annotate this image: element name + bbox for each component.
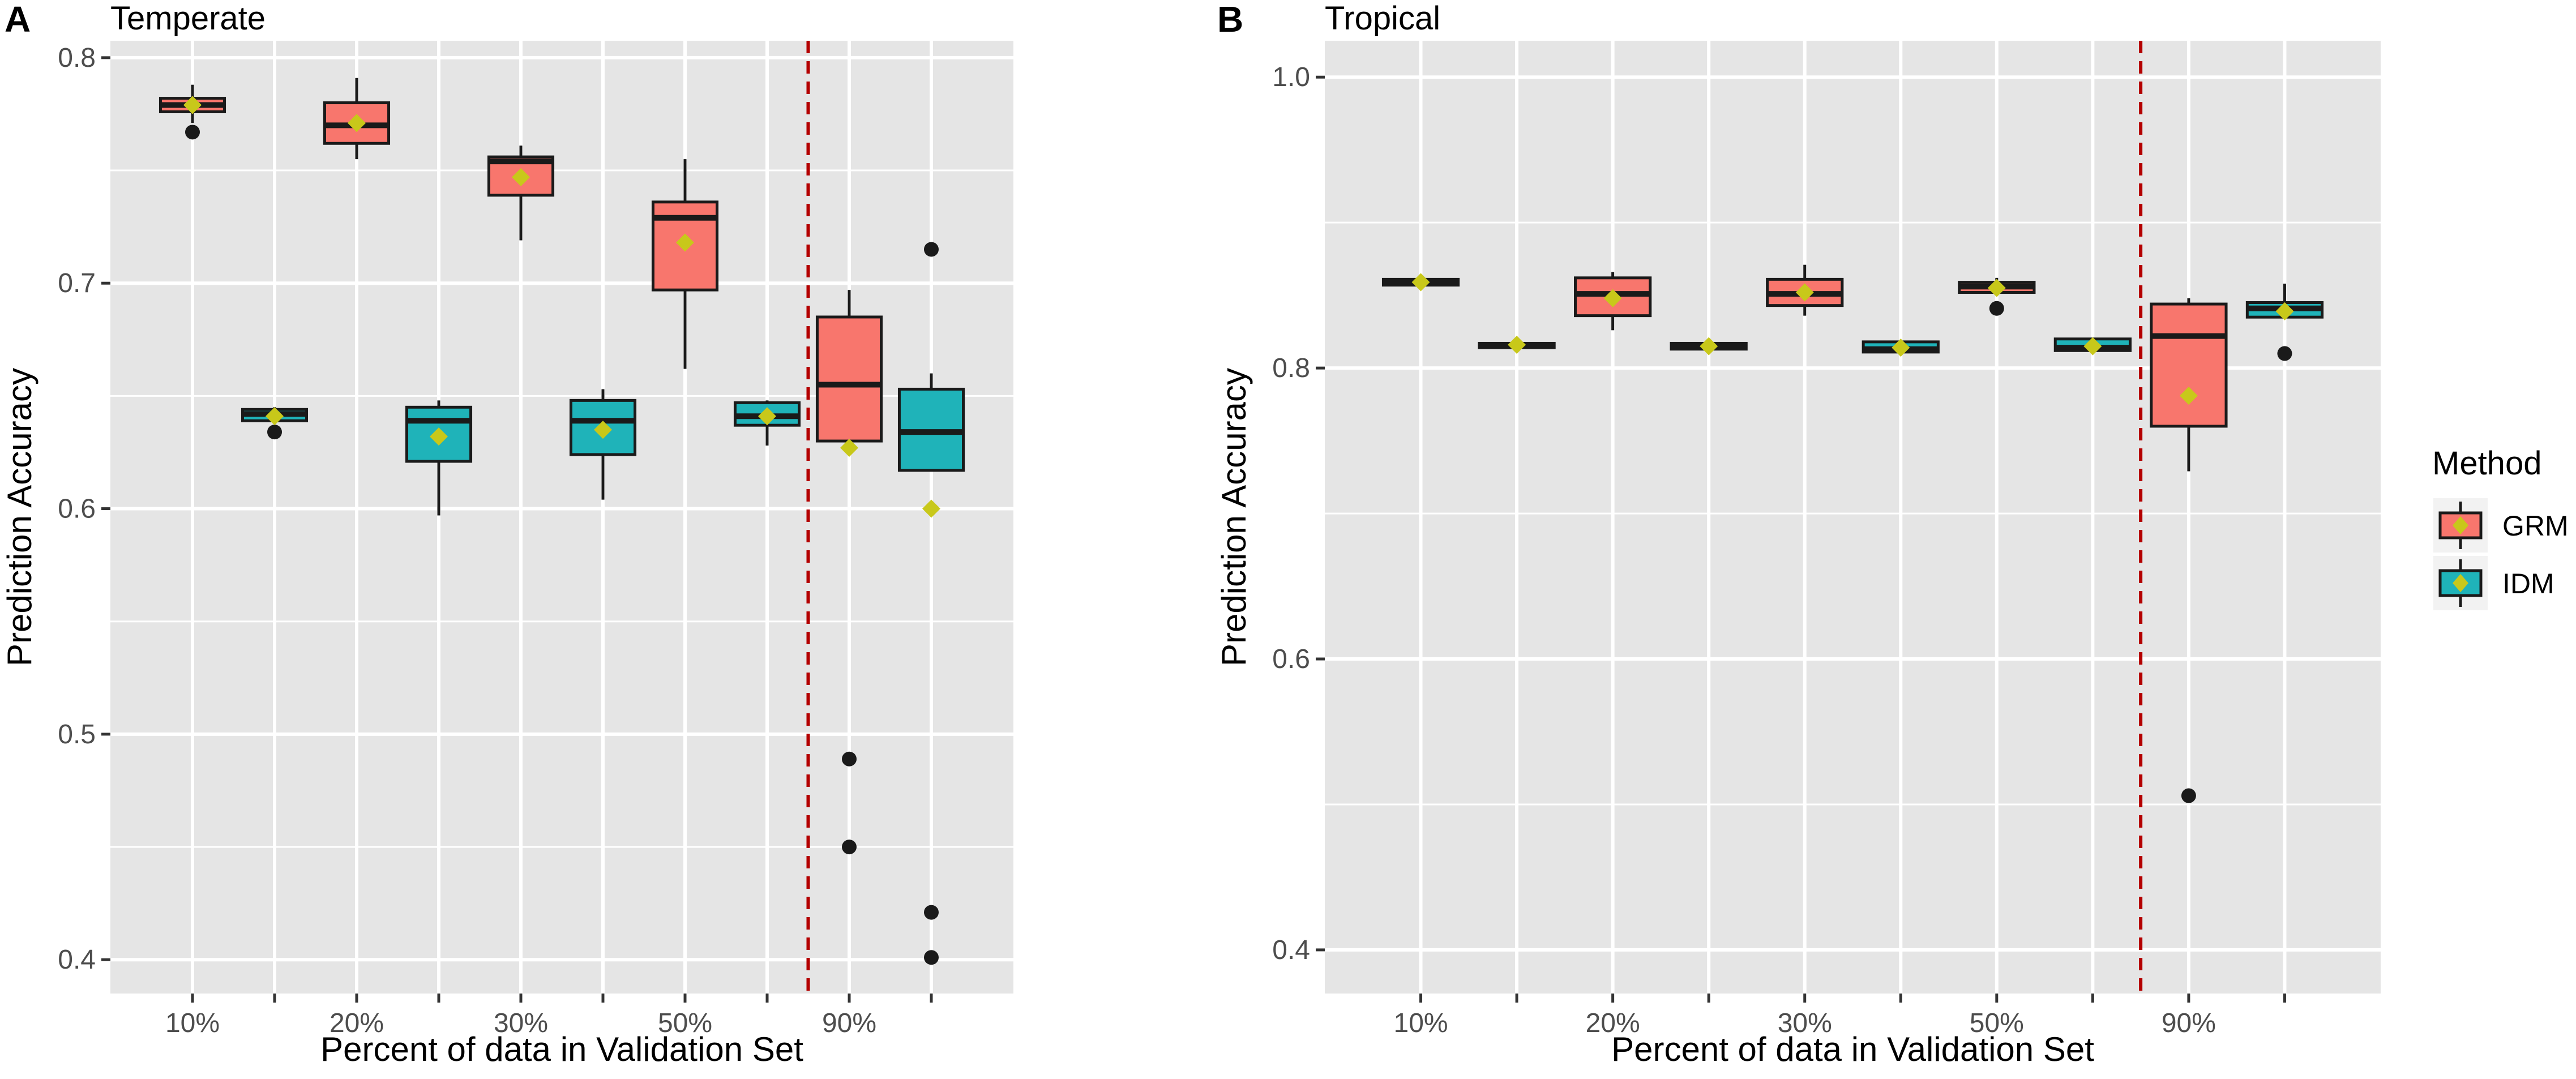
x-tick-label: 10% xyxy=(165,1008,220,1038)
box-grm-slot-3 xyxy=(323,78,391,160)
legend-title: Method xyxy=(2432,445,2541,482)
box-idm-slot-8 xyxy=(2053,337,2132,356)
mean-marker xyxy=(512,168,530,186)
panel-a-marks xyxy=(159,41,965,994)
legend-item-grm: GRM xyxy=(2433,498,2569,553)
legend-key-mean-marker xyxy=(2453,516,2468,534)
mean-marker xyxy=(2275,302,2294,320)
box-grm-slot-1 xyxy=(1381,273,1460,292)
box-grm-slot-7 xyxy=(651,159,719,369)
y-tick-label: 0.8 xyxy=(58,43,96,73)
legend-key-mean-marker xyxy=(2453,574,2468,592)
box-idm-slot-8 xyxy=(733,400,801,446)
box-idm-slot-4 xyxy=(1670,337,1748,356)
panel-a-letter: A xyxy=(5,0,31,40)
x-tick-label: 30% xyxy=(494,1008,548,1038)
outlier-point xyxy=(2277,346,2292,361)
panel-b-title: Tropical xyxy=(1325,0,1440,37)
legend-item-idm: IDM xyxy=(2433,556,2554,610)
box-iqr xyxy=(815,315,883,443)
mean-marker xyxy=(1892,339,1910,357)
y-tick-label: 1.0 xyxy=(1272,62,1310,92)
y-tick-label: 0.7 xyxy=(58,268,96,298)
panel-a-y-axis-label: Prediction Accuracy xyxy=(1,368,38,666)
panel-a-gridlines xyxy=(110,41,1013,994)
box-grm-slot-5 xyxy=(1766,264,1844,316)
mean-marker xyxy=(840,439,858,457)
outlier-point xyxy=(924,950,939,965)
panel-b-x-axis-label: Percent of data in Validation Set xyxy=(1611,1030,2094,1068)
box-grm-slot-7 xyxy=(1958,277,2036,316)
panel-b-plot-area xyxy=(1325,41,2381,994)
x-tick-label: 90% xyxy=(822,1008,876,1038)
box-idm-slot-4 xyxy=(405,400,473,516)
mean-marker xyxy=(183,96,202,114)
panel-b-letter: B xyxy=(1217,0,1243,40)
y-tick-label: 0.6 xyxy=(58,494,96,524)
panel-a: 0.4 0.5 0.6 0.7 0.8 10% 20% 30% 50% 90% A Tempera… xyxy=(1,0,1013,1068)
panel-a-title: Temperate xyxy=(110,0,266,37)
mean-marker xyxy=(2179,386,2198,405)
panel-b-marks xyxy=(1381,41,2324,994)
mean-marker xyxy=(1987,279,2006,297)
box-grm-slot-9 xyxy=(815,290,883,855)
panel-b-y-axis-label: Prediction Accuracy xyxy=(1215,368,1253,666)
panel-b: 0.4 0.6 0.8 1.0 10% 20% 30% 50% 90% B Tropical P… xyxy=(1215,0,2381,1068)
x-tick-label: 10% xyxy=(1394,1008,1448,1038)
legend-label: IDM xyxy=(2502,568,2554,600)
y-tick-label: 0.5 xyxy=(58,720,96,750)
outlier-point xyxy=(842,751,857,767)
mean-marker xyxy=(266,407,284,426)
x-tick-label: 90% xyxy=(2162,1008,2216,1038)
x-tick-label: 30% xyxy=(1778,1008,1832,1038)
box-idm-slot-10 xyxy=(2245,284,2324,361)
outlier-point xyxy=(185,125,200,140)
y-tick-label: 0.4 xyxy=(58,945,96,975)
mean-marker xyxy=(2083,337,2102,356)
mean-marker xyxy=(1700,337,1718,356)
box-idm-slot-2 xyxy=(241,407,309,440)
mean-marker xyxy=(758,407,776,426)
x-tick-label: 20% xyxy=(330,1008,384,1038)
legend: Method GRM IDM xyxy=(2432,445,2569,610)
box-grm-slot-3 xyxy=(1574,272,1652,331)
panel-a-axes: 0.4 0.5 0.6 0.7 0.8 10% 20% 30% 50% 90% xyxy=(58,43,933,1038)
y-tick-label: 0.6 xyxy=(1272,644,1310,674)
panel-a-x-axis-label: Percent of data in Validation Set xyxy=(320,1030,803,1068)
panel-a-plot-area xyxy=(110,41,1013,994)
mean-marker xyxy=(1603,289,1622,307)
x-tick-label: 50% xyxy=(1970,1008,2024,1038)
outlier-point xyxy=(2181,788,2196,803)
panel-b-axes: 0.4 0.6 0.8 1.0 10% 20% 30% 50% 90% xyxy=(1272,62,2286,1038)
outlier-point xyxy=(924,242,939,257)
outlier-point xyxy=(924,905,939,920)
mean-marker xyxy=(676,233,694,252)
mean-marker xyxy=(1411,273,1430,292)
box-grm-slot-5 xyxy=(487,145,555,241)
box-iqr xyxy=(2150,302,2228,428)
y-tick-label: 0.8 xyxy=(1272,353,1310,383)
legend-label: GRM xyxy=(2502,510,2569,542)
x-tick-label: 50% xyxy=(658,1008,712,1038)
legend-items: GRM IDM xyxy=(2433,498,2569,610)
mean-marker xyxy=(430,427,448,446)
mean-marker xyxy=(348,114,366,132)
box-idm-slot-6 xyxy=(1862,339,1940,357)
y-tick-label: 0.4 xyxy=(1272,935,1310,965)
box-grm-slot-9 xyxy=(2150,298,2228,803)
box-idm-slot-2 xyxy=(1478,336,1556,354)
x-tick-label: 20% xyxy=(1586,1008,1640,1038)
box-idm-slot-6 xyxy=(569,389,637,500)
mean-marker xyxy=(1795,283,1814,302)
mean-marker xyxy=(1508,336,1526,354)
box-idm-slot-10 xyxy=(897,242,965,965)
box-grm-slot-1 xyxy=(159,84,226,140)
mean-marker xyxy=(922,499,940,518)
outlier-point xyxy=(842,840,857,855)
mean-marker xyxy=(594,421,612,439)
outlier-point xyxy=(1989,301,2004,316)
panel-b-gridlines xyxy=(1325,41,2381,994)
outlier-point xyxy=(267,425,282,440)
